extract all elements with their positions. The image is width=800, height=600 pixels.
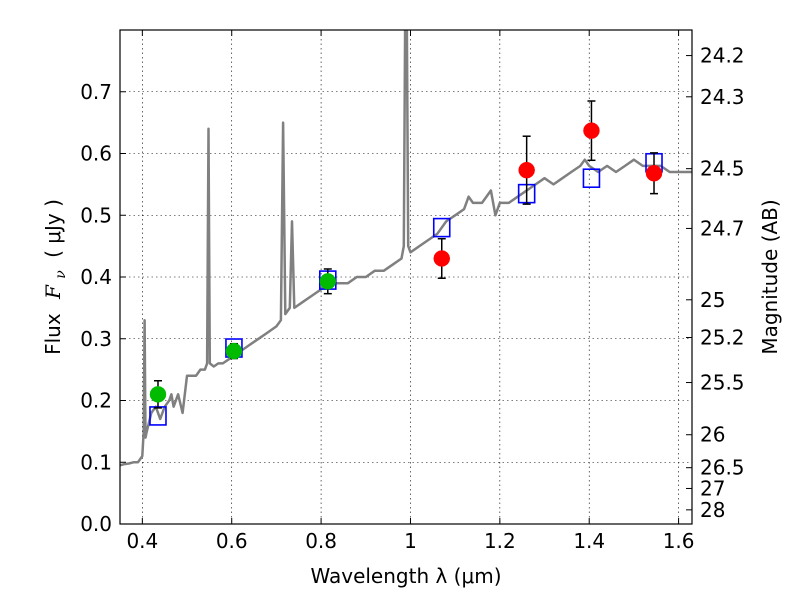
x-tick-label: 1 (404, 529, 417, 553)
model-square (432, 217, 451, 238)
y-tick-label: 0.4 (80, 265, 112, 289)
right-tick-label: 25.2 (700, 326, 745, 350)
plot-area (120, 30, 692, 467)
right-tick-label: 24.5 (700, 157, 745, 181)
y-axis-title-units: ( μJy ) (41, 199, 65, 258)
y-axis-title: Flux F ν ( μJy ) (41, 199, 70, 355)
x-tick-label: 0.4 (126, 529, 158, 553)
y-tick-label: 0.0 (80, 512, 112, 536)
x-tick-label: 0.8 (305, 529, 337, 553)
photometry-point (433, 250, 450, 267)
x-tick-label: 1.4 (573, 529, 605, 553)
x-tick-label: 1.6 (663, 529, 695, 553)
right-tick-label: 25 (700, 288, 725, 312)
right-tick-label: 26.5 (700, 456, 745, 480)
x-tick-label: 1.2 (484, 529, 516, 553)
right-tick-label: 25.5 (700, 371, 745, 395)
y-axis-title-symbol: F (41, 284, 65, 300)
x-tick-label: 0.6 (216, 529, 248, 553)
right-tick-label: 28 (700, 498, 725, 522)
photometry-point (225, 342, 243, 360)
series-layer (120, 30, 692, 467)
y-tick-label: 0.5 (80, 203, 112, 227)
right-tick-label: 24.7 (700, 216, 745, 240)
photometry-point (645, 165, 663, 182)
right-axis-title: Magnitude (AB) (758, 199, 782, 354)
photometry-point (518, 161, 535, 179)
y-tick-label: 0.1 (80, 450, 112, 474)
y-tick-label: 0.7 (80, 80, 112, 104)
photometry-point (583, 122, 600, 139)
ticks: 0.4 0.6 0.8 1 1.2 1.4 1.6 0.0 0.1 0.2 0.3 0.4 0.5 0.6… (80, 30, 745, 553)
right-tick-label: 26 (700, 423, 725, 447)
y-axis-title-text: Flux (41, 313, 65, 355)
y-axis-title-subscript: ν (53, 270, 69, 279)
spectrum-line (120, 30, 692, 467)
y-tick-label: 0.6 (80, 142, 112, 166)
y-tick-label: 0.3 (80, 327, 112, 351)
photometry-point (319, 273, 337, 290)
y-tick-label: 0.2 (80, 389, 112, 413)
photometry-point (149, 386, 167, 403)
model-square (582, 168, 601, 188)
right-tick-label: 27 (700, 476, 725, 500)
right-tick-label: 24.2 (700, 44, 745, 68)
x-axis-title: Wavelength λ (μm) (310, 564, 501, 588)
right-tick-label: 24.3 (700, 85, 745, 109)
